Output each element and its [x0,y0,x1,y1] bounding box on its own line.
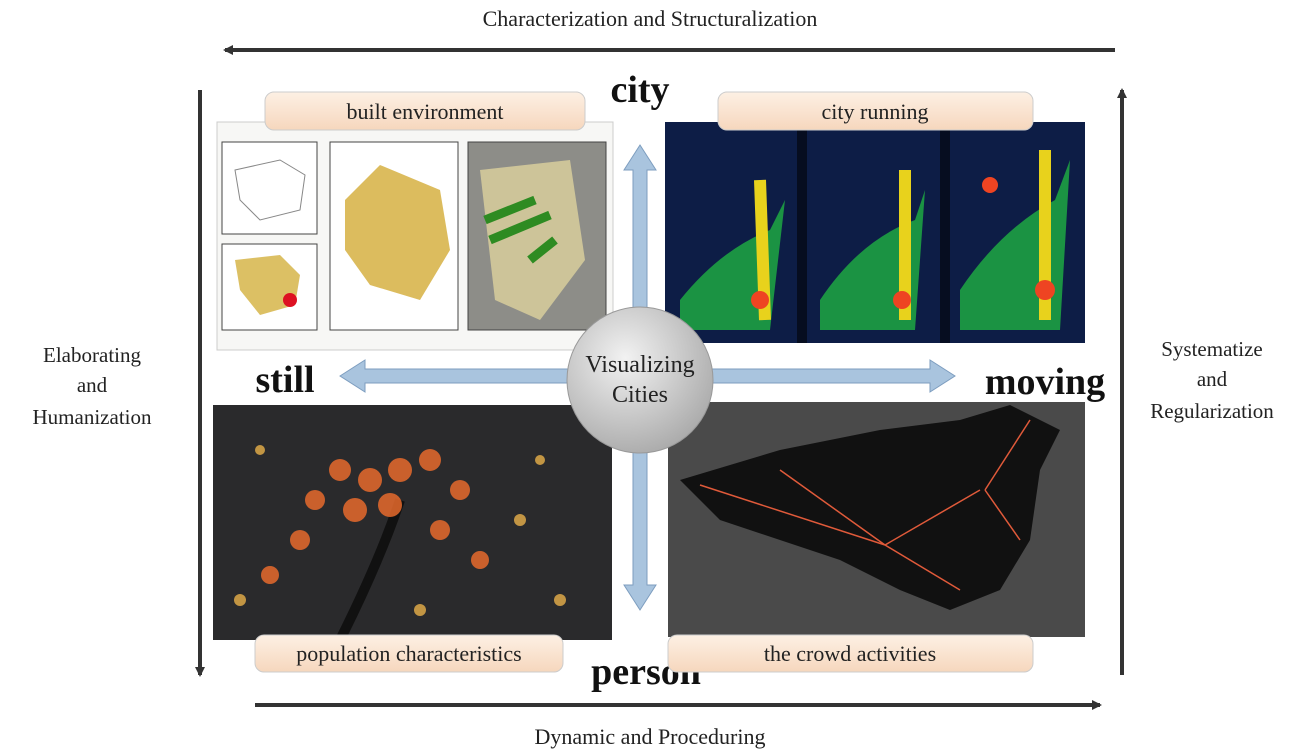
panel-label: the crowd activities [764,641,936,666]
panel-label: population characteristics [296,641,521,666]
right-label: Systematize [1161,337,1262,361]
pole-right: moving [985,361,1105,403]
panel-label: built environment [346,99,503,124]
panel-label: city running [822,99,929,124]
top-label: Characterization and Structuralization [483,6,818,31]
diagram: Characterization and Structuralization D… [0,0,1305,752]
left-label: Humanization [33,405,152,429]
panel-population [213,405,612,640]
center-label: Visualizing [585,352,694,378]
right-label: and [1197,367,1228,391]
left-label: and [77,373,108,397]
pole-top: city [610,69,669,111]
center-circle [567,307,713,453]
panel-crowd [668,402,1085,637]
left-label: Elaborating [43,343,141,367]
bottom-label: Dynamic and Proceduring [535,724,766,749]
center-label: Cities [612,382,668,408]
right-label: Regularization [1150,399,1274,423]
pole-left: still [255,359,314,401]
panel-city-running [665,122,1085,343]
panel-built-environment [217,122,613,350]
